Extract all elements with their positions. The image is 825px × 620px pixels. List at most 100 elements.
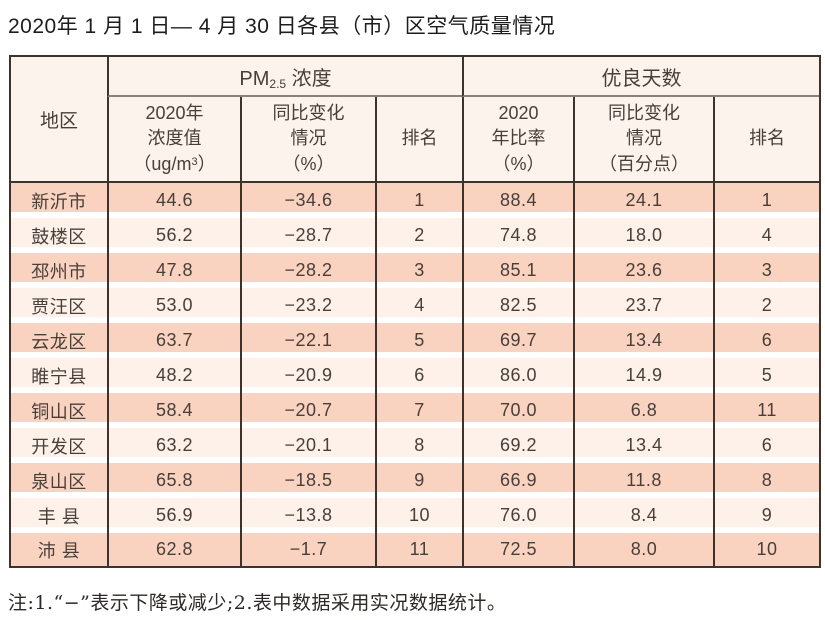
pm25-label-main: PM: [239, 67, 270, 90]
pm-value-cell: 56.2: [107, 218, 240, 253]
pm-rank-cell: 8: [375, 428, 463, 463]
good-rank-cell: 4: [713, 218, 820, 253]
pm-rank-cell: 2: [375, 218, 463, 253]
good-rank-cell: 11: [713, 393, 820, 428]
good-change-cell: 23.6: [573, 253, 714, 288]
region-cell: 沛 县: [11, 533, 107, 566]
header-pm-value: 2020年 浓度值 （ug/m3）: [107, 97, 240, 183]
good-change-cell: 18.0: [573, 218, 714, 253]
pm-change-cell: −34.6: [240, 183, 375, 218]
good-rate-cell: 82.5: [462, 288, 574, 323]
air-quality-table: 地区 PM2.5 浓度 优良天数 2020年 浓度值 （ug/m3） 同比变化 …: [9, 55, 822, 568]
pm-change-cell: −28.7: [240, 218, 375, 253]
table-row: 丰 县 56.9 −13.8 10 76.0 8.4 9: [11, 498, 820, 533]
good-rate-cell: 66.9: [462, 463, 574, 498]
pm-value-cell: 63.2: [107, 428, 240, 463]
pm25-label-subscript: 2.5: [269, 76, 287, 91]
good-rate-cell: 85.1: [462, 253, 574, 288]
pm-rank-cell: 5: [375, 323, 463, 358]
good-rate-cell: 69.2: [462, 428, 574, 463]
header-good-days-group: 优良天数: [462, 57, 820, 97]
table-row: 新沂市 44.6 −34.6 1 88.4 24.1 1: [11, 183, 820, 218]
header-sub-row: 2020年 浓度值 （ug/m3） 同比变化 情况 （%） 排名 2020 年比…: [11, 97, 820, 183]
table-row: 沛 县 62.8 −1.7 11 72.5 8.0 10: [11, 533, 820, 566]
header-line: 2020: [498, 103, 539, 124]
pm-change-cell: −20.7: [240, 393, 375, 428]
region-cell: 丰 县: [11, 498, 107, 533]
pm-rank-cell: 1: [375, 183, 463, 218]
header-line: 2020年: [145, 103, 204, 124]
good-rate-cell: 72.5: [462, 533, 574, 566]
good-rank-cell: 10: [713, 533, 820, 566]
region-cell: 泉山区: [11, 463, 107, 498]
good-rank-cell: 6: [713, 428, 820, 463]
pm-value-cell: 62.8: [107, 533, 240, 566]
good-rate-cell: 70.0: [462, 393, 574, 428]
table-row: 贾汪区 53.0 −23.2 4 82.5 23.7 2: [11, 288, 820, 323]
header-line: 浓度值: [147, 128, 202, 149]
pm-rank-cell: 11: [375, 533, 463, 566]
pm-rank-cell: 10: [375, 498, 463, 533]
table-row: 泉山区 65.8 −18.5 9 66.9 11.8 8: [11, 463, 820, 498]
region-cell: 开发区: [11, 428, 107, 463]
pm-value-cell: 53.0: [107, 288, 240, 323]
region-cell: 云龙区: [11, 323, 107, 358]
pm-value-cell: 56.9: [107, 498, 240, 533]
footnote: 注:1.“−”表示下降或减少;2.表中数据采用实况数据统计。: [8, 592, 507, 614]
good-rank-cell: 1: [713, 183, 820, 218]
good-rate-cell: 76.0: [462, 498, 574, 533]
table-row: 鼓楼区 56.2 −28.7 2 74.8 18.0 4: [11, 218, 820, 253]
header-pm-change: 同比变化 情况 （%）: [240, 97, 375, 183]
region-cell: 睢宁县: [11, 358, 107, 393]
good-rank-cell: 6: [713, 323, 820, 358]
table-row: 邳州市 47.8 −28.2 3 85.1 23.6 3: [11, 253, 820, 288]
region-cell: 贾汪区: [11, 288, 107, 323]
header-region: 地区: [11, 57, 107, 183]
good-change-cell: 8.4: [573, 498, 714, 533]
region-cell: 邳州市: [11, 253, 107, 288]
pm-change-cell: −28.2: [240, 253, 375, 288]
page-title: 2020年 1 月 1 日— 4 月 30 日各县（市）区空气质量情况: [8, 15, 556, 38]
pm-rank-cell: 4: [375, 288, 463, 323]
good-rate-cell: 69.7: [462, 323, 574, 358]
pm-value-cell: 65.8: [107, 463, 240, 498]
good-change-cell: 8.0: [573, 533, 714, 566]
pm-rank-cell: 7: [375, 393, 463, 428]
good-rank-cell: 3: [713, 253, 820, 288]
region-cell: 鼓楼区: [11, 218, 107, 253]
pm-value-cell: 47.8: [107, 253, 240, 288]
header-good-rate: 2020 年比率 （%）: [462, 97, 574, 183]
table-header: 地区 PM2.5 浓度 优良天数 2020年 浓度值 （ug/m3） 同比变化 …: [11, 57, 820, 183]
good-rank-cell: 2: [713, 288, 820, 323]
pm-value-cell: 48.2: [107, 358, 240, 393]
good-change-cell: 14.9: [573, 358, 714, 393]
good-change-cell: 23.7: [573, 288, 714, 323]
table-row: 开发区 63.2 −20.1 8 69.2 13.4 6: [11, 428, 820, 463]
header-good-change: 同比变化 情况 （百分点）: [573, 97, 714, 183]
pm-value-cell: 63.7: [107, 323, 240, 358]
pm-rank-cell: 9: [375, 463, 463, 498]
pm-change-cell: −20.9: [240, 358, 375, 393]
header-line: （百分点）: [599, 153, 690, 174]
header-line: （%）: [282, 153, 335, 174]
table-body: 新沂市 44.6 −34.6 1 88.4 24.1 1 鼓楼区 56.2 −2…: [11, 183, 820, 566]
header-pm25-group: PM2.5 浓度: [107, 57, 463, 97]
good-rank-cell: 8: [713, 463, 820, 498]
good-rate-cell: 88.4: [462, 183, 574, 218]
unit-prefix: （ug/m: [133, 153, 192, 174]
good-change-cell: 13.4: [573, 428, 714, 463]
pm-change-cell: −20.1: [240, 428, 375, 463]
good-rate-cell: 86.0: [462, 358, 574, 393]
header-line: （%）: [492, 153, 545, 174]
pm-value-cell: 58.4: [107, 393, 240, 428]
table-row: 铜山区 58.4 −20.7 7 70.0 6.8 11: [11, 393, 820, 428]
good-rank-cell: 5: [713, 358, 820, 393]
good-change-cell: 24.1: [573, 183, 714, 218]
unit-superscript: 3: [191, 155, 198, 168]
good-rate-cell: 74.8: [462, 218, 574, 253]
pm-change-cell: −23.2: [240, 288, 375, 323]
pm-change-cell: −22.1: [240, 323, 375, 358]
pm-change-cell: −13.8: [240, 498, 375, 533]
pm-rank-cell: 3: [375, 253, 463, 288]
